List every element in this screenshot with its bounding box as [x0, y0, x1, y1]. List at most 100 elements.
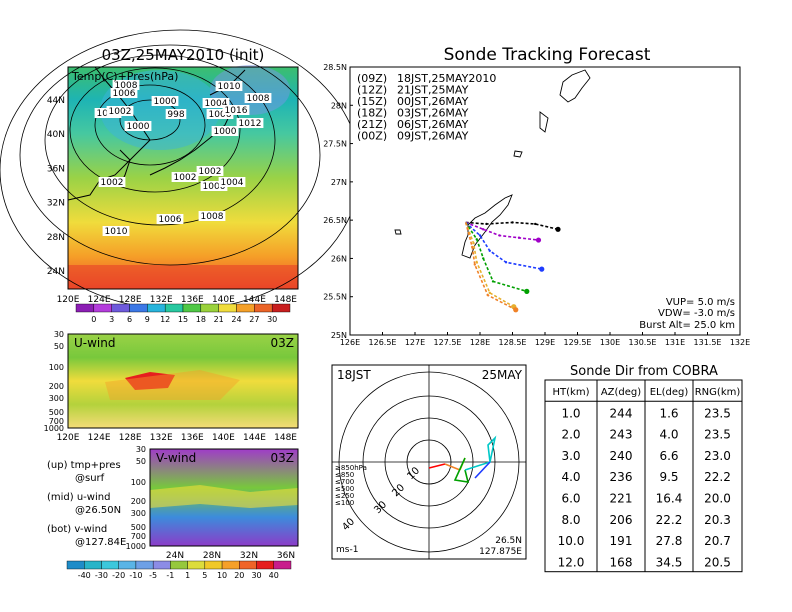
cobra-cell: 27.8 — [656, 534, 683, 548]
v-wind-colorbar-swatch — [273, 560, 292, 570]
u-wind-y-tick: 300 — [49, 394, 64, 403]
cobra-cell: 6.0 — [561, 492, 580, 506]
temp-colorbar-swatch — [182, 303, 202, 313]
legend-key: (09Z) — [357, 72, 387, 85]
v-wind-colorbar-swatch — [84, 560, 102, 570]
map-lon-tick: 148E — [274, 295, 297, 305]
u-wind-label: U-wind — [74, 336, 115, 350]
legend-key: (12Z) — [357, 84, 387, 97]
isobar-labels: 1008100610041002100010009981004100610001… — [94, 80, 272, 237]
isobar-label-bg — [198, 211, 226, 221]
u-wind-x-tick: 132E — [150, 433, 173, 443]
cobra-cell: 22.2 — [704, 470, 731, 484]
track-point — [485, 222, 488, 226]
cobra-cell: 22.2 — [656, 513, 683, 527]
v-wind-y-tick: 1000 — [126, 542, 146, 551]
map-lon-ticks: 120E 124E 128E 132E 136E 140E 144E 148E — [57, 295, 298, 305]
legend-key: (15Z) — [357, 95, 387, 108]
polar-alt-label: ≤250 — [335, 492, 354, 500]
track-point — [482, 257, 485, 260]
legend-text: 00JST,26MAY — [397, 95, 469, 108]
legend-text: 03JST,26MAY — [397, 107, 469, 120]
legend-key: (00Z) — [357, 130, 387, 143]
tracking-y-tick: 27N — [331, 178, 347, 187]
isobar-label-bg — [102, 226, 130, 236]
tracking-x-tick: 126.5E — [369, 338, 397, 347]
legend-text: 21JST,25MAY — [397, 84, 469, 97]
isobar-label: 1004 — [205, 99, 228, 109]
cobra-table-border — [544, 379, 743, 573]
v-wind-band — [150, 485, 298, 508]
temp-colorbar-swatch — [75, 303, 95, 313]
cobra-cell: 16.4 — [656, 492, 683, 506]
isobar-label: 1006 — [209, 110, 232, 120]
map-lat-tick: 24N — [47, 267, 65, 277]
cobra-cell: 3.0 — [561, 449, 580, 463]
isobar-label: 1000 — [203, 182, 226, 192]
v-wind-colorbar-swatch — [170, 560, 188, 570]
v-wind-colorbar-label: -20 — [112, 571, 125, 580]
u-wind-y-tick: 100 — [49, 363, 64, 372]
cobra-cell: 12.0 — [558, 555, 585, 569]
cobra-cell: 34.5 — [656, 555, 683, 569]
temp-colorbar-label: 24 — [231, 315, 241, 324]
cobra-cell: 20.3 — [704, 513, 731, 527]
track-point — [511, 221, 514, 224]
tracking-legend: (09Z) 18JST,25MAY2010 (12Z) 21JST,25MAY (15Z… — [357, 72, 496, 143]
v-wind-colorbar-swatch — [135, 560, 154, 570]
v-wind-x-tick: 24N — [166, 551, 184, 561]
polar-unit: ms-1 — [336, 545, 358, 555]
polar-date: 25MAY — [482, 368, 523, 382]
note-line-3: (mid) u-wind — [47, 492, 110, 503]
cobra-panel: Sonde Dir from COBRA HT(km) AZ(deg) EL(deg… — [544, 364, 743, 573]
v-wind-y-tick: 30 — [136, 445, 146, 454]
polar-alt-label: ≤850 — [335, 471, 354, 479]
map-lat-ticks: 44N 40N 36N 32N 28N 24N — [47, 96, 65, 277]
u-wind-x-tick: 128E — [119, 433, 142, 443]
cobra-header: AZ(deg) — [601, 387, 641, 398]
isobar-label: 1010 — [105, 227, 128, 237]
tracking-frame — [349, 66, 741, 336]
v-wind-y-tick: 50 — [136, 457, 146, 466]
map-frame — [67, 66, 299, 290]
polar-altitude-legend: ≥850hPa≤850≤700≤500≤250≤100 — [335, 464, 367, 507]
temp-colorbar-label: 27 — [249, 315, 259, 324]
tracking-y-tick: 28.5N — [323, 63, 347, 72]
v-wind-colorbar-swatch — [204, 560, 223, 570]
track-point — [472, 241, 475, 245]
v-wind-x-tick: 36N — [277, 551, 295, 561]
isobar-label-bg — [156, 214, 184, 224]
v-wind-colorbar-label: 30 — [251, 571, 261, 580]
u-wind-y-tick: 500 — [49, 408, 64, 417]
v-wind-colorbar-swatch — [187, 560, 206, 570]
cobra-cell: 2.0 — [561, 428, 580, 442]
tracking-y-tick: 25N — [331, 331, 347, 340]
cobra-title: Sonde Dir from COBRA — [570, 364, 718, 379]
track-point — [491, 280, 495, 283]
map-lat-tick: 36N — [47, 164, 65, 174]
map-lat-tick: 44N — [47, 96, 65, 106]
track-point — [513, 307, 519, 313]
tracking-y-tick: 28N — [331, 101, 347, 110]
cobra-cell: 4.0 — [659, 428, 678, 442]
cobra-cell: 6.6 — [659, 449, 678, 463]
u-wind-y-tick: 700 — [49, 417, 64, 426]
isobar-label-bg — [215, 81, 243, 91]
u-wind-max — [105, 370, 240, 400]
temp-colorbar-swatch — [164, 303, 184, 313]
cobra-cell: 1.0 — [561, 406, 580, 420]
isobar-label: 1010 — [218, 82, 241, 92]
tracking-x-tick: 131.5E — [694, 338, 722, 347]
tracking-y-tick: 25.5N — [323, 293, 347, 302]
tracking-x-tick: 128.5E — [499, 338, 527, 347]
v-wind-colorbar-label: -40 — [78, 571, 91, 580]
v-wind-colorbar-label: -10 — [129, 571, 142, 580]
temp-colorbar-label: 12 — [160, 315, 170, 324]
tracking-y-tick: 26.5N — [323, 216, 347, 225]
v-wind-colorbar-swatch — [66, 560, 85, 570]
isobar-label-bg — [200, 181, 228, 191]
tracking-x-tick: 132E — [730, 338, 750, 347]
cobra-cell: 23.5 — [704, 428, 731, 442]
cobra-cell: 240 — [610, 449, 633, 463]
